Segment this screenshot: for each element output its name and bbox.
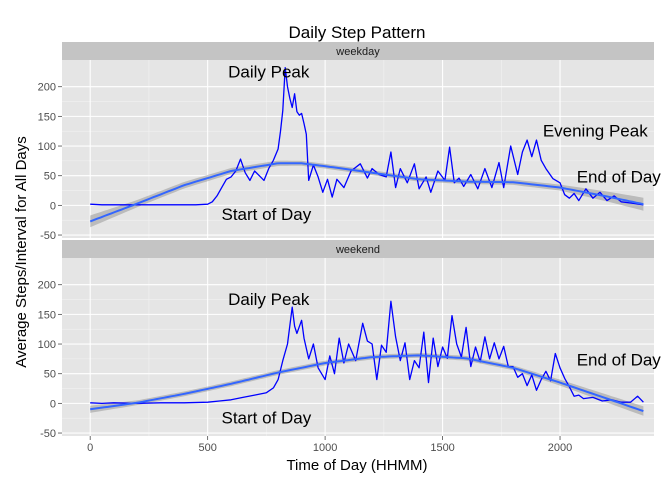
y-tick-label: 200 xyxy=(38,280,56,292)
x-tick-label: 1000 xyxy=(313,442,337,454)
x-tick-label: 0 xyxy=(87,442,93,454)
y-tick-label: 0 xyxy=(50,200,56,212)
y-axis-title: Average Steps/Interval for All Days xyxy=(13,136,30,368)
facet-strip-label: weekend xyxy=(335,244,380,256)
x-axis-title: Time of Day (HHMM) xyxy=(286,457,427,474)
y-tick-label: 50 xyxy=(44,171,56,183)
facet-strip xyxy=(62,42,654,60)
x-tick-label: 2000 xyxy=(548,442,572,454)
annotation-label: Daily Peak xyxy=(228,290,310,309)
y-tick-label: 200 xyxy=(38,82,56,94)
x-tick-label: 1500 xyxy=(430,442,454,454)
y-tick-label: -50 xyxy=(40,428,56,440)
y-tick-label: 100 xyxy=(38,141,56,153)
annotation-label: End of Day xyxy=(577,351,662,370)
y-tick-label: 0 xyxy=(50,398,56,410)
y-tick-label: 100 xyxy=(38,339,56,351)
facet-panels: weekday -50 0 50 100 150 200 Daily Peak Start of… xyxy=(38,42,662,440)
smooth-trend-line xyxy=(90,354,644,413)
smooth-confidence-ribbon xyxy=(90,160,644,228)
facet-strip-label: weekday xyxy=(335,46,380,58)
x-axis-ticks: 0 500 1000 1500 2000 xyxy=(87,436,572,454)
annotation-label: Daily Peak xyxy=(228,62,310,81)
facet-panel-weekday: weekday -50 0 50 100 150 200 Daily Peak Start of… xyxy=(38,42,662,242)
facet-strip xyxy=(62,240,654,258)
x-tick-label: 500 xyxy=(198,442,216,454)
annotation-label: Evening Peak xyxy=(543,122,648,141)
y-tick-label: 150 xyxy=(38,309,56,321)
y-tick-label: -50 xyxy=(40,230,56,242)
smooth-trend-line xyxy=(89,162,644,223)
y-tick-label: 150 xyxy=(38,111,56,123)
annotation-label: Start of Day xyxy=(221,205,311,224)
steps-series-line xyxy=(90,67,644,206)
y-tick-label: 50 xyxy=(44,369,56,381)
panel-background xyxy=(62,60,654,238)
annotation-label: End of Day xyxy=(577,167,662,186)
chart-title: Daily Step Pattern xyxy=(288,23,425,42)
annotation-label: Start of Day xyxy=(221,409,311,428)
facet-panel-weekend: weekend -50 0 50 100 150 200 Daily Peak Start of… xyxy=(38,240,662,440)
